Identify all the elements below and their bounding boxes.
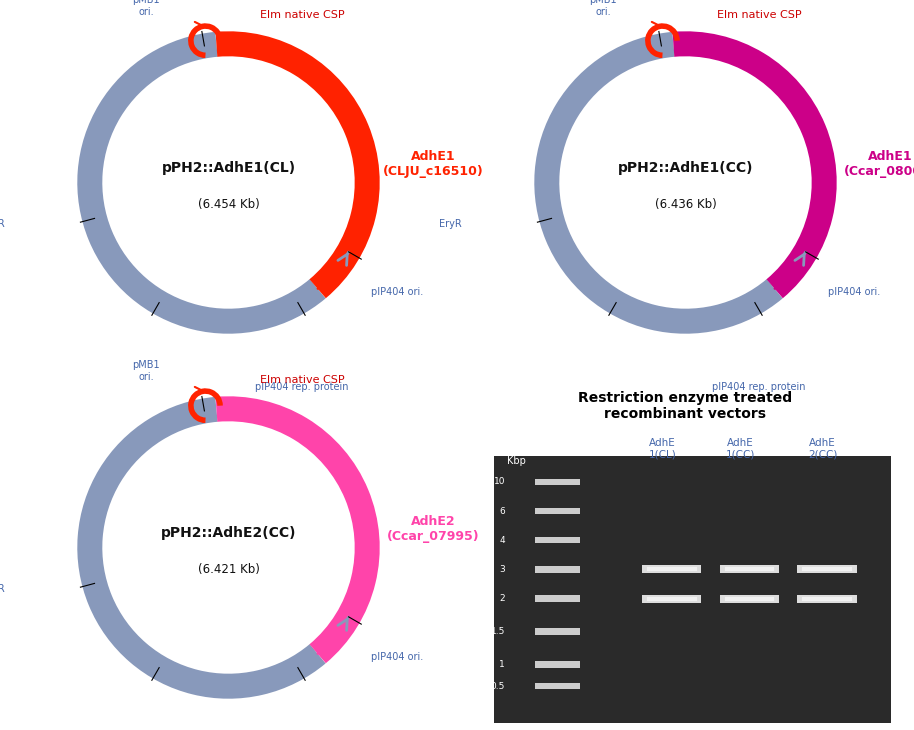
Text: Elm native CSP: Elm native CSP — [260, 375, 345, 385]
Text: EryR: EryR — [439, 219, 462, 229]
Text: EryR: EryR — [0, 219, 5, 229]
Bar — [535, 508, 580, 514]
Text: AdhE1
(Ccar_08000): AdhE1 (Ccar_08000) — [844, 150, 914, 178]
Bar — [720, 594, 779, 603]
Text: pMB1
ori.: pMB1 ori. — [132, 0, 160, 17]
Text: pMB1
ori.: pMB1 ori. — [132, 361, 160, 382]
Text: AdhE2
(Ccar_07995): AdhE2 (Ccar_07995) — [387, 515, 479, 543]
Text: pIP404 ori.: pIP404 ori. — [371, 652, 423, 662]
Text: pPH2::AdhE1(CC): pPH2::AdhE1(CC) — [618, 161, 753, 175]
Text: (6.454 Kb): (6.454 Kb) — [197, 198, 260, 211]
Text: pPH2::AdhE2(CC): pPH2::AdhE2(CC) — [161, 526, 296, 540]
Bar — [535, 596, 580, 602]
Text: 10: 10 — [494, 477, 505, 486]
Text: 6: 6 — [499, 507, 505, 515]
Text: pMB1
ori.: pMB1 ori. — [589, 0, 617, 17]
Bar — [642, 594, 702, 603]
Bar — [797, 594, 857, 603]
Text: (6.421 Kb): (6.421 Kb) — [197, 563, 260, 576]
Text: Restriction enzyme treated
recombinant vectors: Restriction enzyme treated recombinant v… — [579, 391, 792, 420]
Text: EryR: EryR — [0, 584, 5, 594]
Text: AdhE
2(CC): AdhE 2(CC) — [808, 438, 837, 460]
Bar — [535, 661, 580, 667]
Text: 4: 4 — [499, 536, 505, 545]
Bar — [720, 565, 779, 574]
Bar — [535, 537, 580, 543]
Text: AdhE
1(CL): AdhE 1(CL) — [649, 438, 676, 460]
Text: pIP404 ori.: pIP404 ori. — [371, 287, 423, 297]
Text: 0.5: 0.5 — [491, 682, 505, 691]
Bar — [535, 683, 580, 689]
Bar — [494, 456, 891, 723]
Text: Kbp: Kbp — [507, 456, 526, 466]
Text: AdhE
1(CC): AdhE 1(CC) — [726, 438, 755, 460]
Text: Elm native CSP: Elm native CSP — [260, 10, 345, 20]
Text: 2: 2 — [499, 594, 505, 603]
Text: Elm native CSP: Elm native CSP — [717, 10, 802, 20]
Text: (6.436 Kb): (6.436 Kb) — [654, 198, 717, 211]
Text: AdhE1
(CLJU_c16510): AdhE1 (CLJU_c16510) — [383, 150, 484, 178]
Text: pIP404 ori.: pIP404 ori. — [828, 287, 880, 297]
Text: pIP404 rep. protein: pIP404 rep. protein — [255, 383, 348, 392]
Bar — [535, 479, 580, 485]
Bar — [535, 566, 580, 572]
Bar — [535, 628, 580, 634]
Text: pIP404 rep. protein: pIP404 rep. protein — [712, 383, 805, 392]
Text: 1: 1 — [499, 660, 505, 669]
Bar — [642, 565, 702, 574]
Text: 1.5: 1.5 — [491, 627, 505, 636]
Text: pPH2::AdhE1(CL): pPH2::AdhE1(CL) — [162, 161, 295, 175]
Text: 3: 3 — [499, 565, 505, 574]
Bar — [797, 565, 857, 574]
